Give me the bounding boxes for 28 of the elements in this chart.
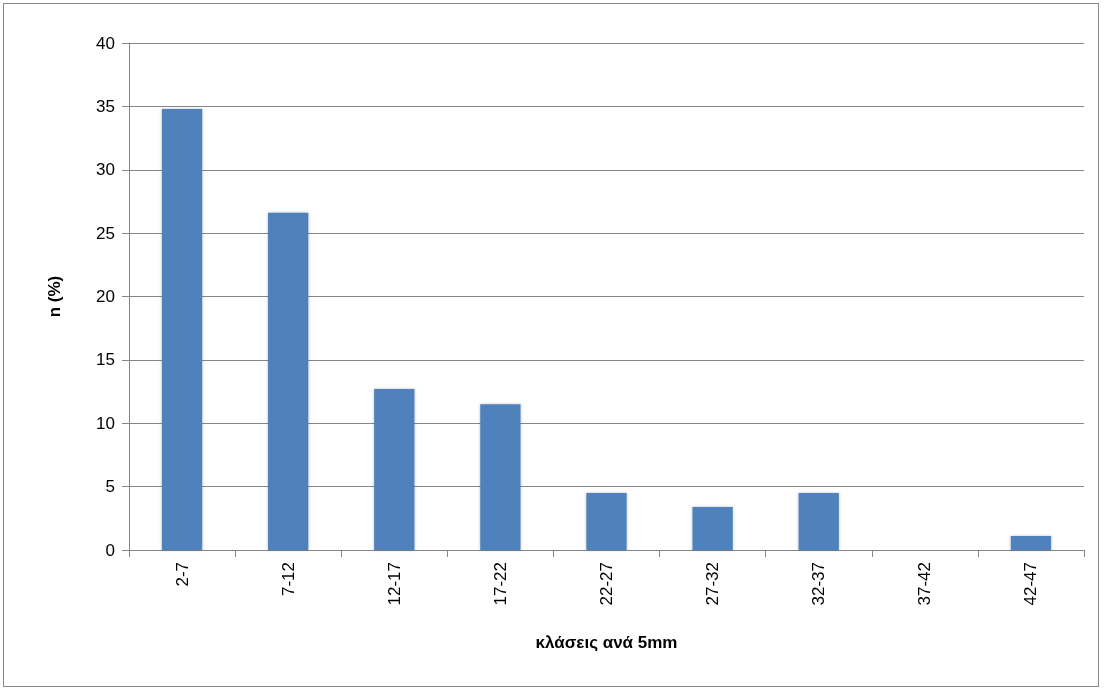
bar (374, 389, 415, 550)
x-axis-title: κλάσεις ανά 5mm (535, 633, 678, 652)
bar (1010, 536, 1052, 550)
x-tick-label: 17-22 (490, 562, 510, 606)
x-tick-label: 27-32 (703, 562, 723, 606)
y-tick-label: 10 (96, 413, 115, 433)
x-tick-label: 7-12 (278, 562, 298, 597)
bar (692, 506, 733, 550)
x-tick-label: 12-17 (384, 562, 404, 606)
y-tick-label: 40 (96, 33, 115, 53)
y-tick-label: 20 (96, 287, 115, 306)
y-tick-label: 0 (105, 540, 115, 560)
x-tick-label: 32-37 (809, 562, 829, 606)
x-tick-label: 42-47 (1021, 562, 1041, 606)
y-tick-label: 30 (96, 160, 115, 180)
bar (798, 492, 839, 550)
bar (268, 212, 309, 550)
y-tick-label: 5 (105, 477, 115, 497)
y-tick-label: 15 (96, 350, 115, 370)
y-tick-label: 25 (96, 223, 115, 243)
x-tick-label: 22-27 (597, 562, 616, 606)
y-axis-title: n (%) (45, 275, 64, 318)
bar (586, 492, 627, 550)
bar (161, 108, 203, 550)
x-tick-label: 2-7 (172, 562, 192, 587)
bar (480, 404, 521, 550)
x-tick-label: 37-42 (915, 562, 935, 606)
y-tick-label: 35 (96, 96, 115, 116)
